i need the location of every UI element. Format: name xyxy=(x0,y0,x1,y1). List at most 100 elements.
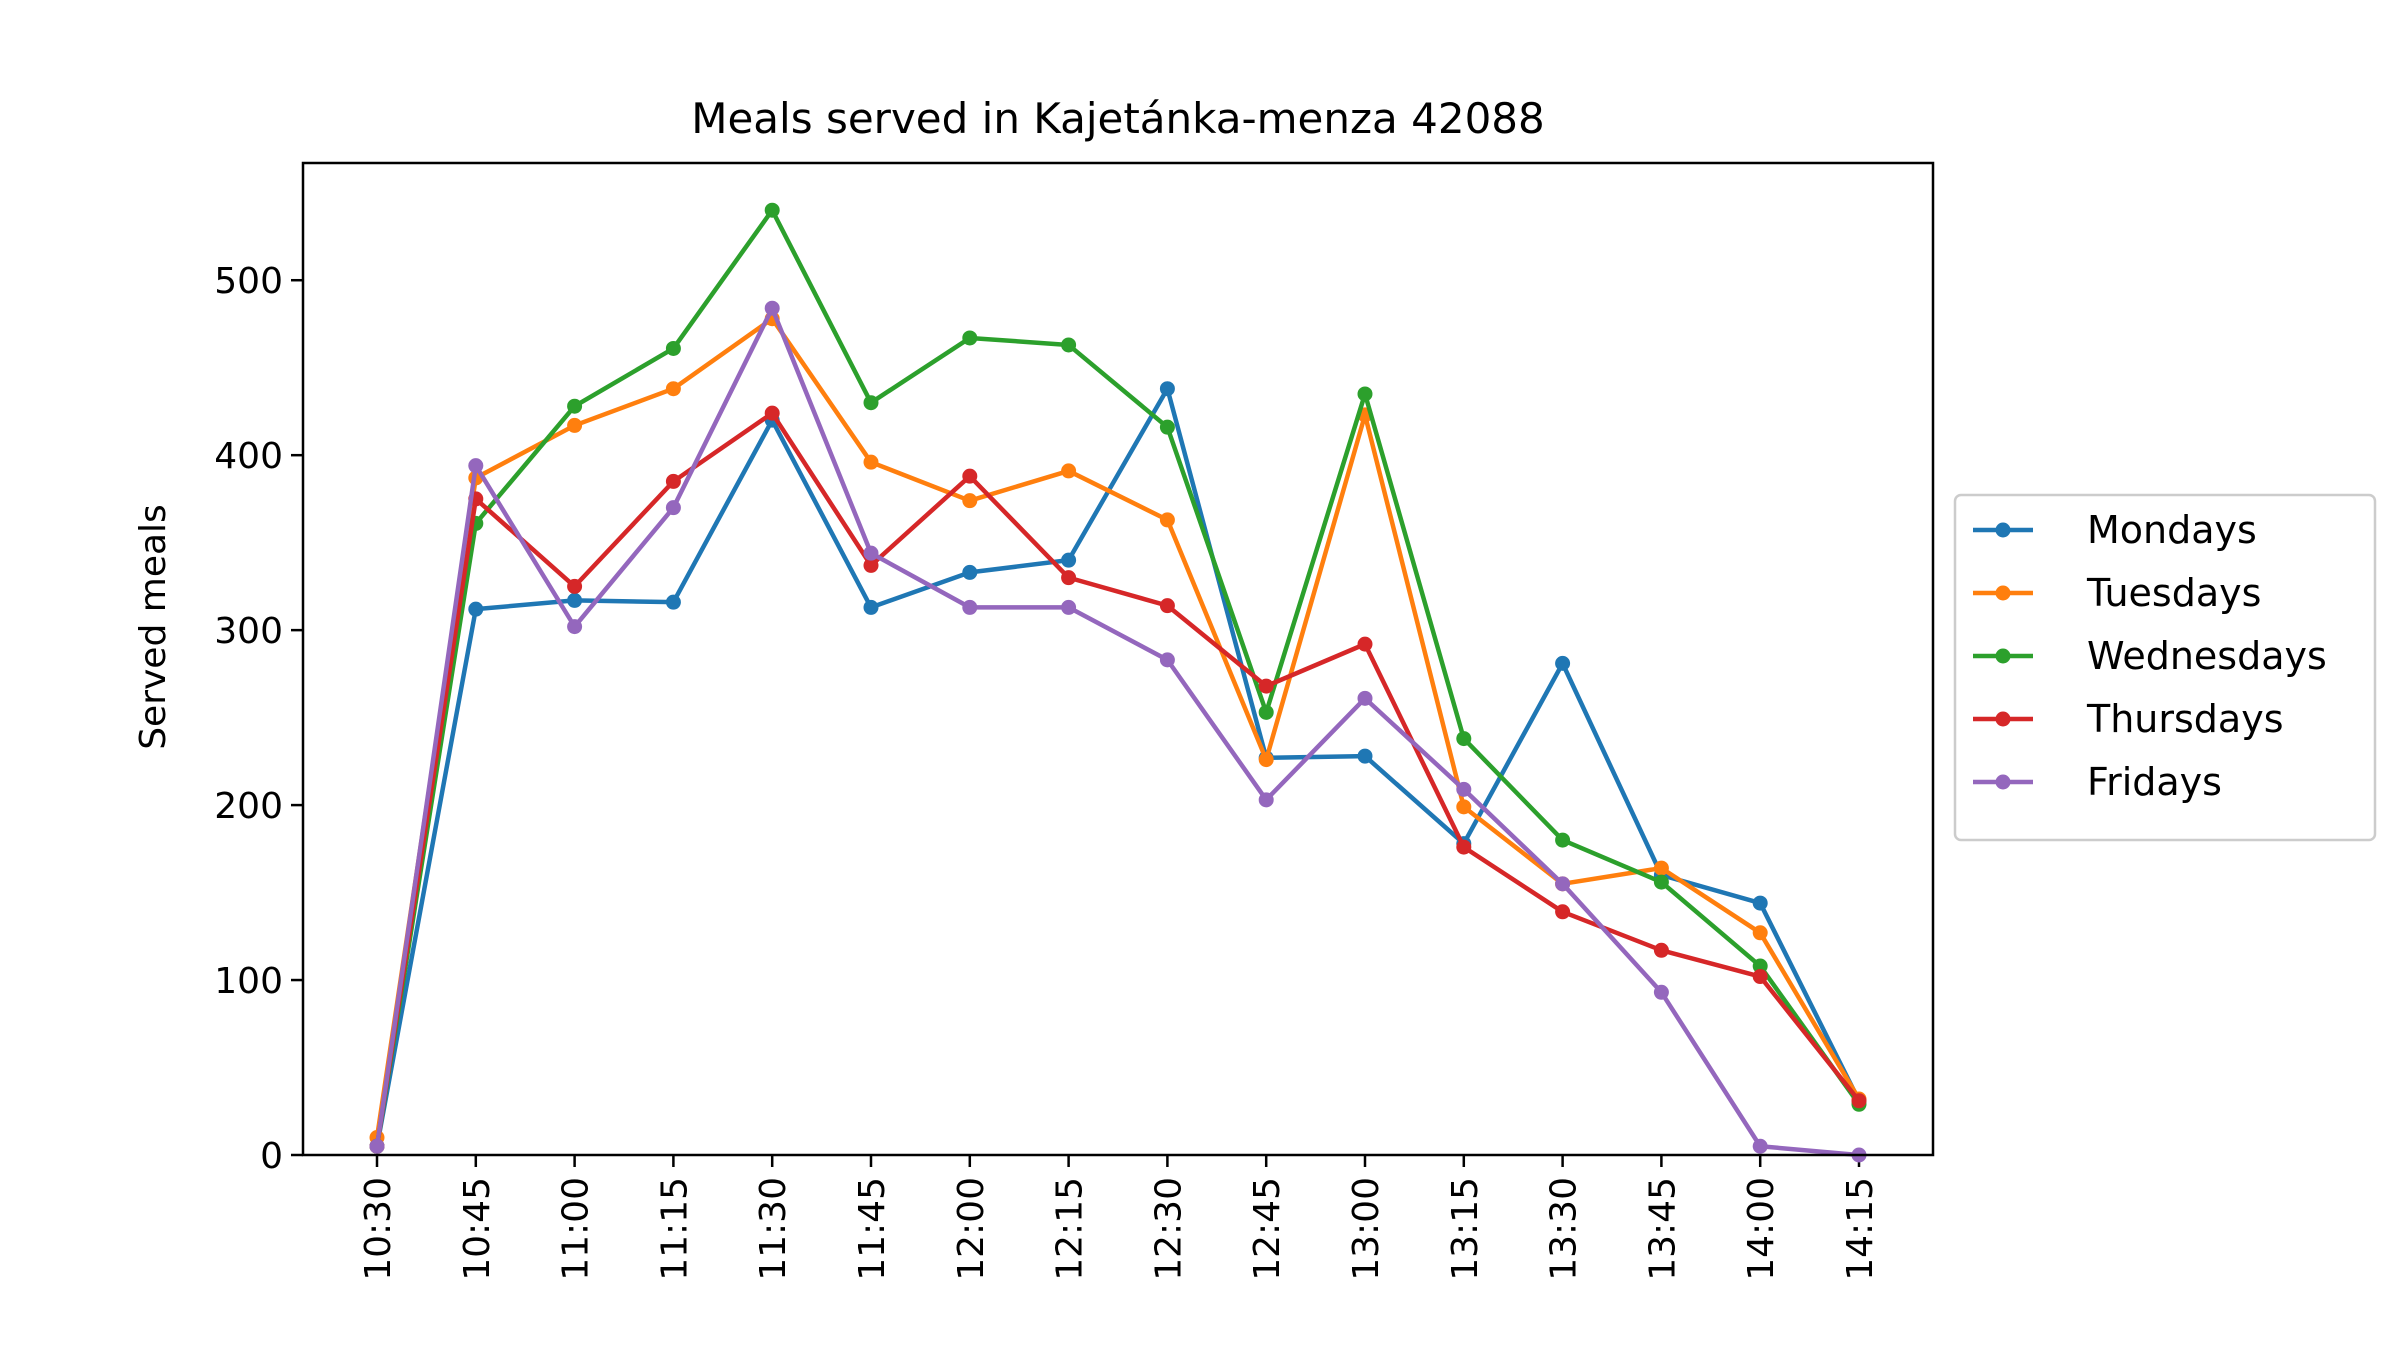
x-tick-label: 12:30 xyxy=(1148,1177,1189,1281)
legend-marker-thursdays xyxy=(1995,711,2011,727)
legend: Mondays Tuesdays Wednesdays Thursdays Friday… xyxy=(1953,493,2377,842)
plot-series xyxy=(369,202,1867,1163)
data-point-mondays xyxy=(863,599,879,615)
data-point-fridays xyxy=(863,545,879,561)
data-point-wednesdays xyxy=(1752,958,1768,974)
series-line-mondays xyxy=(374,386,1863,1149)
series-line-thursdays xyxy=(374,410,1863,1149)
legend-item-fridays: Fridays xyxy=(1973,760,2222,804)
data-point-tuesdays xyxy=(962,493,978,509)
data-point-thursdays xyxy=(1061,570,1077,586)
series-wednesdays xyxy=(369,202,1867,1154)
data-point-mondays xyxy=(567,592,583,608)
x-tick-label: 11:15 xyxy=(654,1177,695,1281)
legend-label-fridays: Fridays xyxy=(2087,760,2222,804)
data-point-thursdays xyxy=(665,473,681,489)
legend-label-wednesdays: Wednesdays xyxy=(2087,634,2327,678)
legend-item-thursdays: Thursdays xyxy=(1973,697,2284,741)
data-point-thursdays xyxy=(962,468,978,484)
data-point-mondays xyxy=(962,564,978,580)
x-tick-label: 11:00 xyxy=(556,1177,597,1281)
series-line-wednesdays xyxy=(374,207,1863,1149)
data-point-thursdays xyxy=(1752,969,1768,985)
data-point-fridays xyxy=(1061,599,1077,615)
data-point-mondays xyxy=(665,594,681,610)
x-tick-label: 13:30 xyxy=(1544,1177,1585,1281)
y-tick-label: 100 xyxy=(214,961,283,1002)
y-tick-label: 400 xyxy=(214,436,283,477)
x-tick-label: 13:45 xyxy=(1642,1177,1683,1281)
data-point-fridays xyxy=(369,1138,385,1154)
data-point-mondays xyxy=(1555,655,1571,671)
data-point-fridays xyxy=(1357,690,1373,706)
data-point-wednesdays xyxy=(1357,386,1373,402)
data-point-wednesdays xyxy=(1653,874,1669,890)
x-tick-label: 11:45 xyxy=(852,1177,893,1281)
x-tick-label: 12:00 xyxy=(951,1177,992,1281)
x-tick-label: 10:30 xyxy=(358,1177,399,1281)
y-axis: 0 100 200 300 400 500 xyxy=(214,261,303,1177)
data-point-thursdays xyxy=(1159,598,1175,614)
data-point-tuesdays xyxy=(863,454,879,470)
chart-title: Meals served in Kajetánka-menza 42088 xyxy=(691,94,1545,143)
legend-item-mondays: Mondays xyxy=(1973,508,2257,552)
legend-marker-fridays xyxy=(1995,774,2011,790)
series-thursdays xyxy=(369,405,1867,1154)
legend-label-thursdays: Thursdays xyxy=(2086,697,2284,741)
legend-label-mondays: Mondays xyxy=(2087,508,2257,552)
data-point-fridays xyxy=(1159,652,1175,668)
data-point-fridays xyxy=(1653,984,1669,1000)
data-point-wednesdays xyxy=(1456,731,1472,747)
x-tick-label: 13:15 xyxy=(1445,1177,1486,1281)
data-point-fridays xyxy=(1258,792,1274,808)
data-point-fridays xyxy=(1752,1138,1768,1154)
data-point-mondays xyxy=(1061,552,1077,568)
x-tick-label: 10:45 xyxy=(457,1177,498,1281)
data-point-thursdays xyxy=(1258,678,1274,694)
data-point-tuesdays xyxy=(567,417,583,433)
data-point-tuesdays xyxy=(1258,752,1274,768)
data-point-wednesdays xyxy=(1061,337,1077,353)
x-tick-label: 12:45 xyxy=(1247,1177,1288,1281)
data-point-fridays xyxy=(665,500,681,516)
data-point-tuesdays xyxy=(1653,860,1669,876)
data-point-tuesdays xyxy=(1061,463,1077,479)
legend-frame xyxy=(1953,493,2377,842)
data-point-wednesdays xyxy=(1555,832,1571,848)
plot-frame xyxy=(301,161,1935,1157)
data-point-thursdays xyxy=(1456,839,1472,855)
data-point-fridays xyxy=(962,599,978,615)
data-point-thursdays xyxy=(1357,636,1373,652)
series-line-tuesdays xyxy=(374,316,1863,1141)
y-tick-label: 0 xyxy=(260,1136,283,1177)
data-point-thursdays xyxy=(567,578,583,594)
data-point-wednesdays xyxy=(567,398,583,414)
data-point-thursdays xyxy=(863,557,879,573)
legend-item-tuesdays: Tuesdays xyxy=(1973,571,2261,615)
data-point-fridays xyxy=(764,300,780,316)
data-point-fridays xyxy=(1456,781,1472,797)
data-point-tuesdays xyxy=(1456,799,1472,815)
data-point-tuesdays xyxy=(1752,925,1768,941)
series-fridays xyxy=(369,300,1867,1163)
data-point-mondays xyxy=(1159,381,1175,397)
series-line-fridays xyxy=(374,305,1862,1158)
data-point-mondays xyxy=(468,601,484,617)
x-tick-label: 12:15 xyxy=(1050,1177,1091,1281)
data-point-fridays xyxy=(468,458,484,474)
data-point-mondays xyxy=(1357,748,1373,764)
x-tick-label: 14:00 xyxy=(1741,1177,1782,1281)
y-tick-label: 300 xyxy=(214,611,283,652)
x-tick-label: 13:00 xyxy=(1346,1177,1387,1281)
x-tick-label: 11:30 xyxy=(753,1177,794,1281)
legend-marker-tuesdays xyxy=(1995,585,2011,601)
data-point-thursdays xyxy=(1851,1093,1867,1109)
y-tick-label: 500 xyxy=(214,261,283,302)
data-point-thursdays xyxy=(1653,942,1669,958)
data-point-tuesdays xyxy=(1159,512,1175,528)
legend-item-wednesdays: Wednesdays xyxy=(1973,634,2327,678)
legend-marker-mondays xyxy=(1995,522,2011,538)
data-point-thursdays xyxy=(764,405,780,421)
data-point-fridays xyxy=(1555,876,1571,892)
